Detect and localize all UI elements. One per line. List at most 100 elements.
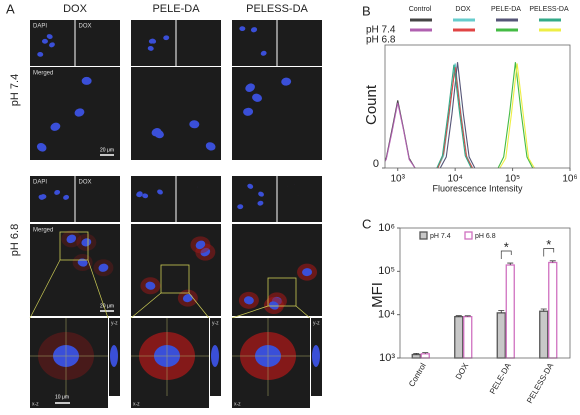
nucleus: [258, 191, 264, 197]
nucleus: [142, 193, 149, 199]
merged-image: [131, 67, 221, 160]
legend-label: pH 6.8: [475, 233, 496, 240]
y-tick-label: 10⁴: [378, 309, 395, 321]
significance-mark: *: [504, 239, 509, 254]
channel-image: [277, 20, 322, 66]
bar: [420, 353, 430, 359]
plot-frame: [399, 227, 571, 359]
y-axis-label: MFI: [369, 282, 386, 308]
bar: [463, 315, 473, 359]
nucleus: [77, 258, 88, 267]
legend-row-label: pH 7.4: [366, 25, 396, 36]
y-tick-label: 10⁶: [378, 222, 395, 234]
scale-label: 20 μm: [100, 147, 114, 153]
nucleus: [245, 83, 255, 92]
nucleus: [237, 204, 244, 210]
zoom-guide: [29, 259, 61, 319]
error-bar: [464, 315, 471, 317]
zoom-box: [59, 231, 89, 261]
x-axis-label: Fluorescence Intensity: [432, 183, 523, 193]
legend-row-label: pH 6.8: [366, 35, 396, 46]
channel-image: [75, 176, 120, 222]
legend-column-label: Control: [409, 6, 432, 13]
histogram-curve: [437, 67, 473, 168]
histogram-curve: [436, 64, 472, 168]
histogram-curve: [497, 62, 534, 168]
projection-label: x-z: [234, 401, 241, 407]
error-bar: [413, 352, 420, 355]
nucleus: [50, 122, 61, 131]
nucleus: [163, 35, 170, 41]
nucleus: [148, 38, 155, 44]
zoom-guide: [295, 305, 311, 319]
histogram-curve: [385, 100, 416, 168]
nucleus: [302, 268, 313, 277]
projection-label: y-z: [111, 320, 118, 326]
channel-image: [75, 20, 120, 66]
channel-image: [176, 176, 221, 222]
bar: [539, 310, 549, 359]
y-tick-label: 0: [373, 158, 379, 170]
nucleus: [250, 27, 257, 33]
zoom-guide: [188, 292, 210, 319]
nucleus: [189, 120, 200, 129]
zoom-guide: [130, 292, 162, 319]
channel-label: DAPI: [33, 24, 47, 30]
projection-label: x-z: [133, 401, 140, 407]
nucleus: [81, 238, 92, 247]
zoom-box: [267, 277, 297, 307]
legend-swatch: [464, 231, 473, 240]
legend-column-label: PELE-DA: [491, 6, 521, 13]
channel-image: [131, 176, 176, 222]
histogram-curve: [385, 102, 416, 168]
nucleus: [74, 108, 85, 117]
row-label: pH 7.4: [9, 74, 21, 106]
zoom-guide: [231, 305, 269, 319]
channel-label: DAPI: [33, 180, 47, 186]
nucleus: [211, 345, 219, 367]
legend-column-label: DOX: [455, 6, 471, 13]
column-header: PELESS-DA: [246, 3, 308, 15]
channel-image: [176, 20, 221, 66]
nucleus: [41, 38, 48, 44]
y-axis-label: Count: [363, 84, 380, 125]
nucleus: [98, 263, 109, 272]
nucleus: [66, 234, 77, 244]
nucleus: [154, 129, 164, 139]
bar: [548, 261, 558, 359]
nucleus: [157, 189, 163, 195]
projection-label: x-z: [32, 401, 39, 407]
merged-label: Merged: [33, 71, 53, 77]
bar: [411, 353, 421, 359]
nucleus: [49, 42, 55, 48]
significance-bracket: [543, 248, 555, 257]
nucleus: [36, 143, 47, 152]
zoom-box: [160, 264, 190, 294]
y-tick-label: 10⁵: [378, 265, 395, 277]
zoom-guide: [87, 259, 109, 319]
significance-mark: *: [546, 237, 551, 252]
scale-label: 10 μm: [55, 394, 69, 400]
merged-image: [131, 224, 221, 316]
nucleus: [145, 281, 156, 290]
panel-label: C: [362, 216, 371, 231]
panel-label: B: [362, 3, 371, 18]
legend-label: pH 7.4: [430, 233, 451, 240]
legend-swatch: [419, 231, 428, 240]
nucleus: [147, 46, 154, 51]
nucleus: [37, 51, 44, 57]
projection-label: y-z: [212, 320, 219, 326]
nucleus: [40, 194, 47, 199]
y-tick-label: 10³: [379, 352, 395, 364]
plot-frame: [384, 44, 571, 169]
x-tick-label: PELESS-DA: [525, 361, 556, 405]
panel-label: A: [6, 1, 15, 16]
error-bar: [422, 352, 429, 354]
nucleus: [46, 34, 53, 39]
nucleus: [247, 183, 254, 189]
error-bar: [455, 315, 462, 317]
channel-label: DOX: [79, 180, 92, 186]
x-tick-label: Control: [407, 361, 428, 388]
nucleus: [239, 26, 246, 32]
legend-column-label: PELESS-DA: [529, 6, 569, 13]
